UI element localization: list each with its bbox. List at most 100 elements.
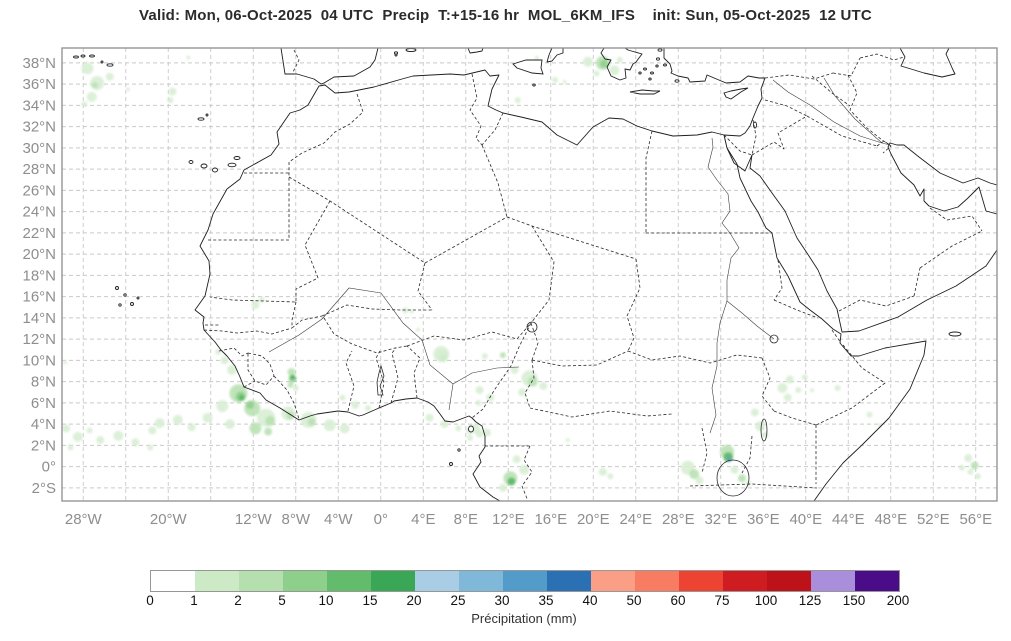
precip-cell xyxy=(519,464,530,475)
legend-segment xyxy=(767,571,811,591)
lon-tick-label: 16°E xyxy=(534,511,567,528)
lon-tick-label: 12°E xyxy=(492,511,525,528)
lat-tick-label: 30°N xyxy=(22,140,56,157)
lon-tick-label: 12°W xyxy=(235,511,273,528)
legend-segment xyxy=(283,571,327,591)
precip-cell xyxy=(216,400,229,413)
lon-tick-label: 20°W xyxy=(150,511,188,528)
precip-cell xyxy=(582,56,593,67)
lon-tick-label: 28°W xyxy=(65,511,103,528)
precip-cell xyxy=(258,296,265,303)
precip-cell xyxy=(475,386,484,395)
lat-tick-label: 22°N xyxy=(22,225,56,242)
legend-tick-label: 1 xyxy=(190,593,198,608)
lat-tick-label: 36°N xyxy=(22,76,56,93)
legend-colorbar xyxy=(150,570,900,592)
precip-cell xyxy=(264,427,273,436)
legend-tick-label: 30 xyxy=(494,593,510,608)
precip-cell xyxy=(527,376,538,387)
precip-cell xyxy=(967,468,974,475)
legend-tick-label: 35 xyxy=(538,593,554,608)
precip-cell xyxy=(167,97,174,104)
legend-title: Précipitation (mm) xyxy=(471,611,577,626)
legend-segment xyxy=(195,571,239,591)
precip-cell xyxy=(507,477,516,486)
page-title: Valid: Mon, 06-Oct-2025 04 UTC Precip T:… xyxy=(139,7,872,24)
precip-cell xyxy=(958,464,965,471)
precip-cell xyxy=(67,444,74,451)
map-frame xyxy=(61,47,998,502)
legend-tick-label: 125 xyxy=(798,593,822,608)
legend-tick-label: 50 xyxy=(626,593,642,608)
precip-cell xyxy=(481,353,488,360)
legend-tick-label: 20 xyxy=(406,593,422,608)
precip-cell xyxy=(249,422,262,435)
lat-tick-label: 24°N xyxy=(22,204,56,221)
lon-tick-label: 44°E xyxy=(832,511,865,528)
lat-tick-label: 12°N xyxy=(22,331,56,348)
precip-cell xyxy=(131,438,140,447)
precip-cell xyxy=(339,423,350,434)
precip-cell xyxy=(287,381,294,388)
precip-cell xyxy=(238,394,245,401)
precip-cell xyxy=(785,375,794,384)
precip-cell xyxy=(475,399,482,406)
lon-tick-label: 52°E xyxy=(917,511,950,528)
legend-tick-label: 40 xyxy=(582,593,598,608)
legend-tick-label: 60 xyxy=(670,593,686,608)
lon-tick-label: 4°W xyxy=(324,511,353,528)
precip-cell xyxy=(215,348,222,355)
precip-cell xyxy=(62,424,71,433)
precip-cell xyxy=(86,427,93,434)
legend-segment xyxy=(855,571,899,591)
precip-cell xyxy=(90,76,105,91)
legend-segment xyxy=(679,571,723,591)
legend-segment xyxy=(547,571,591,591)
precip-cell xyxy=(227,364,237,375)
precip-cell xyxy=(730,465,739,474)
precip-cell xyxy=(415,327,420,332)
precip-cell xyxy=(292,385,299,391)
precip-cell xyxy=(801,374,808,381)
lon-tick-label: 48°E xyxy=(874,511,907,528)
legend-tick-label: 200 xyxy=(886,593,910,608)
lon-tick-label: 8°W xyxy=(282,511,311,528)
precip-cell xyxy=(514,97,521,104)
precip-cell xyxy=(866,411,873,418)
precip-cell xyxy=(512,455,521,464)
precip-cell xyxy=(187,423,196,432)
precip-cell xyxy=(409,309,414,314)
lon-tick-label: 36°E xyxy=(747,511,780,528)
precip-cell xyxy=(552,76,558,83)
precip-cell xyxy=(105,72,114,81)
precip-cell xyxy=(172,414,183,425)
precip-cell xyxy=(562,80,567,84)
precip-cell xyxy=(290,375,295,380)
legend-tick-label: 2 xyxy=(234,593,242,608)
lat-tick-label: 18°N xyxy=(22,267,56,284)
precip-cell xyxy=(467,434,473,441)
legend-tick-labels: 0 1 2 5 10 15 20 25 30 35 40 50 60 75 100 125 150 200 xyxy=(146,593,909,609)
precip-layer xyxy=(62,55,981,492)
lon-tick-label: 24°E xyxy=(619,511,652,528)
precip-cell xyxy=(795,387,802,394)
lakes xyxy=(376,321,779,497)
precip-cell xyxy=(964,454,973,463)
precip-cell xyxy=(598,467,607,476)
weather-map: 38°N 36°N 34°N 32°N 30°N 28°N 26°N 24°N 22°N 20°N… xyxy=(22,47,998,528)
precip-cell xyxy=(125,87,130,92)
precip-cell xyxy=(738,474,746,483)
precip-cell xyxy=(810,388,815,393)
legend-segment xyxy=(811,571,855,591)
lon-tick-label: 20°E xyxy=(577,511,610,528)
small-islands xyxy=(73,48,962,466)
lon-tick-label: 4°E xyxy=(411,511,435,528)
legend-tick-label: 75 xyxy=(714,593,730,608)
lat-tick-label: 20°N xyxy=(22,246,56,263)
precip-cell xyxy=(307,418,316,426)
legend-tick-label: 150 xyxy=(842,593,866,608)
lon-tick-label: 0° xyxy=(374,511,388,528)
precip-cell xyxy=(351,401,360,409)
rivers xyxy=(268,77,891,434)
lat-tick-label: 28°N xyxy=(22,161,56,178)
